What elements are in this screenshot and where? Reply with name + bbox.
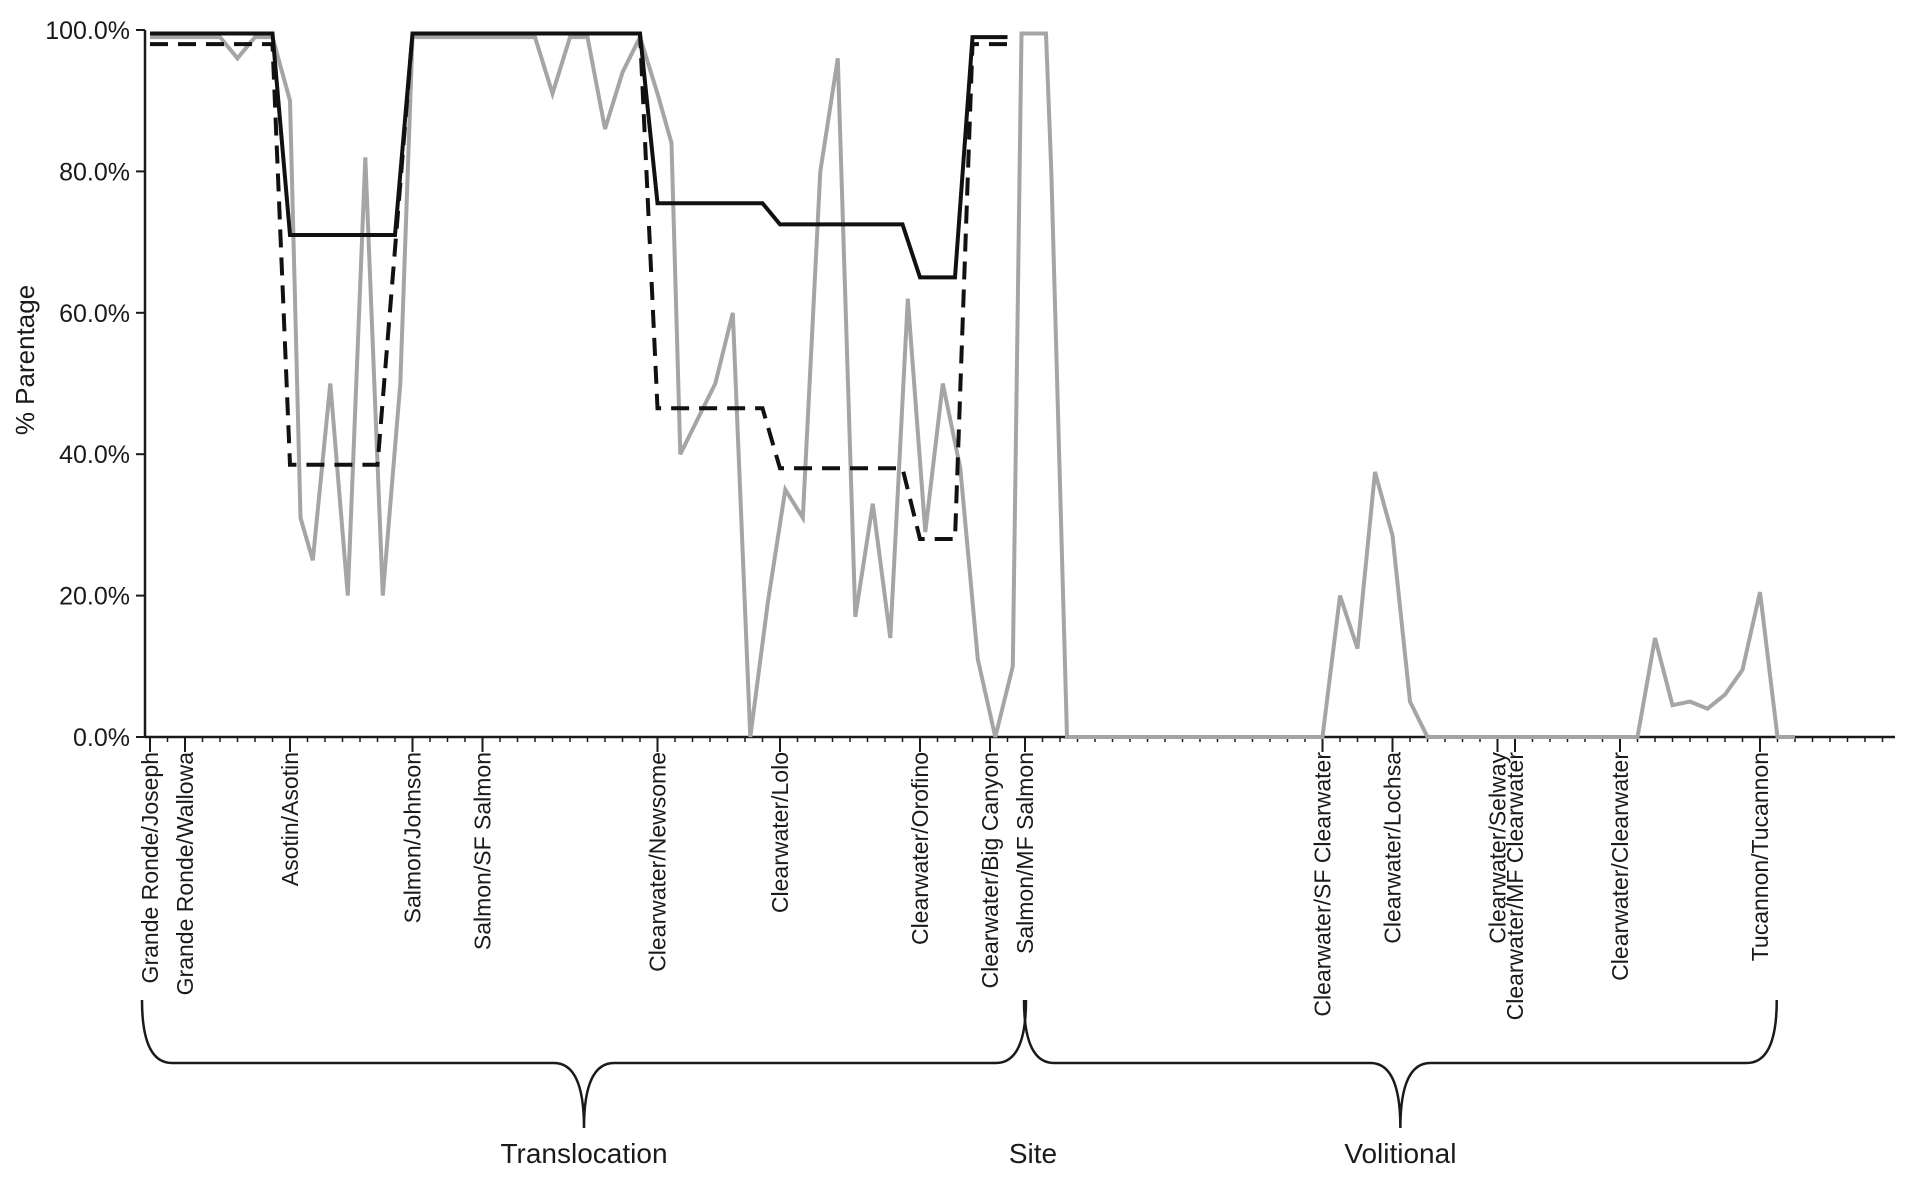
x-category-label: Clearwater/Big Canyon — [977, 752, 1003, 989]
x-category-label: Clearwater/Lolo — [767, 752, 793, 913]
x-category-label: Clearwater/Lochsa — [1380, 752, 1406, 944]
y-tick-label: 0.0% — [73, 724, 130, 752]
x-category-label: Tucannon/Tucannon — [1747, 752, 1773, 961]
group-brace — [1022, 999, 1778, 1129]
group-label: Volitional — [1344, 1138, 1456, 1169]
y-axis-ticks: 0.0% 20.0% 40.0% 60.0% 80.0% 100.0% — [45, 17, 145, 752]
y-tick-label: 20.0% — [59, 583, 130, 611]
group-label: Site — [1009, 1138, 1057, 1169]
x-category-label: Clearwater/Clearwater — [1607, 752, 1633, 981]
group-brace — [140, 999, 1028, 1129]
x-category-label: Salmon/SF Salmon — [470, 752, 496, 950]
group-braces: Translocation Site Volitional — [140, 999, 1778, 1169]
series-line-solid-black — [150, 31, 1008, 280]
x-category-label: Asotin/Asotin — [277, 752, 303, 886]
x-category-label: Grande Ronde/Wallowa — [172, 752, 198, 996]
x-category-label: Grande Ronde/Joseph — [137, 752, 163, 983]
x-category-label: Salmon/Johnson — [400, 752, 426, 923]
x-category-label: Clearwater/SF Clearwater — [1310, 752, 1336, 1017]
x-category-label: Clearwater/MF Clearwater — [1502, 752, 1528, 1021]
x-category-label: Salmon/MF Salmon — [1012, 752, 1038, 954]
y-tick-label: 40.0% — [59, 441, 130, 469]
x-category-label: Clearwater/Selway — [1485, 752, 1511, 944]
group-label: Translocation — [500, 1138, 667, 1169]
y-axis-title: % Parentage — [10, 285, 40, 435]
y-tick-label: 100.0% — [45, 17, 130, 45]
series-line-dashed-black — [150, 31, 1008, 541]
x-axis-ticks — [149, 737, 1884, 752]
category-labels: Grande Ronde/Joseph Grande Ronde/Wallowa A… — [137, 752, 1773, 1021]
series-line-solid-gray — [150, 31, 1795, 739]
y-tick-label: 80.0% — [59, 158, 130, 186]
y-tick-label: 60.0% — [59, 300, 130, 328]
x-category-label: Clearwater/Orofino — [907, 752, 933, 945]
series-layer — [150, 31, 1795, 739]
x-category-label: Clearwater/Newsome — [645, 752, 671, 972]
